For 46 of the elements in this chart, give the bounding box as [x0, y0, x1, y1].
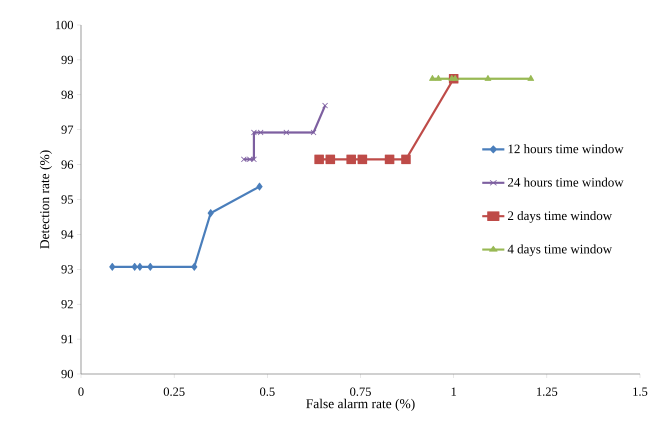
y-axis-title: Detection rate (%)	[40, 150, 52, 249]
point	[250, 156, 257, 162]
point	[136, 262, 143, 271]
point	[484, 74, 492, 81]
legend-label: 12 hours time window	[508, 144, 624, 154]
point	[283, 130, 290, 136]
y-tick-label: 91	[61, 334, 73, 344]
point	[527, 74, 534, 81]
point	[310, 130, 316, 136]
x-tick-label: 1.5	[633, 387, 648, 396]
legend-label: 2 days time window	[508, 210, 612, 223]
point	[384, 154, 394, 164]
point	[346, 154, 356, 164]
y-tick-label: 96	[61, 160, 74, 169]
x-tick-label: 1	[452, 387, 456, 396]
y-tick-label: 95	[61, 195, 73, 204]
point	[322, 102, 328, 109]
point	[429, 74, 436, 81]
legend-label: 24 hours time window	[508, 178, 624, 187]
point	[401, 154, 411, 164]
y-tick-label: 93	[61, 265, 73, 274]
y-tick-label: 94	[61, 230, 74, 239]
y-tick-label: 98	[61, 90, 74, 99]
x-tick-label: 0.5	[260, 387, 275, 396]
point	[208, 209, 214, 218]
point	[358, 154, 368, 164]
y-tick-label: 90	[61, 370, 74, 378]
x-tick-label: 0	[78, 387, 84, 396]
point	[435, 74, 442, 81]
y-tick-label: 99	[61, 56, 73, 64]
x-axis-title: False alarm rate (%)	[306, 398, 415, 411]
y-tick-label: 97	[61, 126, 74, 134]
point	[147, 262, 154, 271]
x-tick-label: 1.25	[537, 387, 558, 396]
x-tick-label: 0.25	[164, 387, 185, 396]
point	[452, 74, 458, 81]
y-tick-label: 100	[56, 20, 74, 30]
point	[326, 154, 336, 164]
point	[109, 262, 116, 271]
point	[132, 262, 138, 271]
x-tick-label: 0.75	[350, 387, 371, 396]
y-tick-label: 92	[61, 300, 73, 308]
point	[191, 262, 198, 271]
legend-label: 4 days time window	[508, 244, 612, 256]
point	[314, 154, 324, 164]
point	[256, 182, 263, 191]
